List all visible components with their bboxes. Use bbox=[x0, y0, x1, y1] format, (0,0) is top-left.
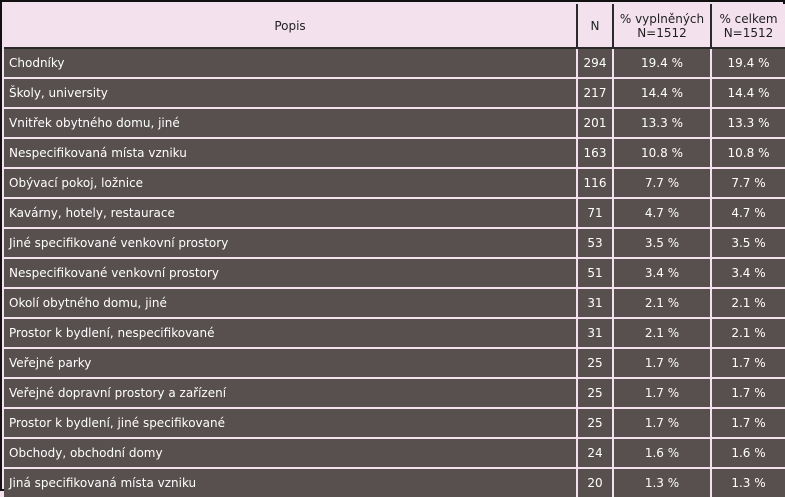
table-row: Veřejné parky 25 1.7 % 1.7 % bbox=[4, 349, 785, 379]
cell-pct-total: 1.3 % bbox=[712, 469, 785, 497]
cell-n: 20 bbox=[578, 469, 614, 497]
cell-n: 25 bbox=[578, 379, 614, 409]
table-row: Nespecifikovaná místa vzniku 163 10.8 % 10.… bbox=[4, 139, 785, 169]
cell-pct-total: 19.4 % bbox=[712, 49, 785, 79]
cell-pct-filled: 1.6 % bbox=[614, 439, 712, 469]
cell-n: 51 bbox=[578, 259, 614, 289]
table-row: Obývací pokoj, ložnice 116 7.7 % 7.7 % bbox=[4, 169, 785, 199]
cell-popis: Jiné specifikované venkovní prostory bbox=[4, 229, 578, 259]
cell-pct-total: 1.7 % bbox=[712, 349, 785, 379]
cell-pct-total: 10.8 % bbox=[712, 139, 785, 169]
cell-pct-filled: 2.1 % bbox=[614, 319, 712, 349]
column-header-popis: Popis bbox=[4, 4, 578, 49]
cell-pct-total: 4.7 % bbox=[712, 199, 785, 229]
cell-n: 25 bbox=[578, 349, 614, 379]
table-row: Nespecifikované venkovní prostory 51 3.4 %… bbox=[4, 259, 785, 289]
cell-pct-total: 2.1 % bbox=[712, 289, 785, 319]
cell-n: 24 bbox=[578, 439, 614, 469]
table-row: Vnitřek obytného domu, jiné 201 13.3 % 13.3… bbox=[4, 109, 785, 139]
cell-pct-filled: 3.4 % bbox=[614, 259, 712, 289]
cell-n: 163 bbox=[578, 139, 614, 169]
table-row: Veřejné dopravní prostory a zařízení 25 1.… bbox=[4, 379, 785, 409]
column-header-pct-filled: % vyplněných N=1512 bbox=[614, 4, 712, 49]
cell-popis: Nespecifikované venkovní prostory bbox=[4, 259, 578, 289]
table-row: Prostor k bydlení, jiné specifikované 25 1… bbox=[4, 409, 785, 439]
cell-popis: Prostor k bydlení, nespecifikované bbox=[4, 319, 578, 349]
cell-pct-filled: 7.7 % bbox=[614, 169, 712, 199]
cell-n: 31 bbox=[578, 319, 614, 349]
cell-n: 25 bbox=[578, 409, 614, 439]
cell-pct-filled: 1.7 % bbox=[614, 379, 712, 409]
cell-pct-total: 3.4 % bbox=[712, 259, 785, 289]
cell-popis: Chodníky bbox=[4, 49, 578, 79]
data-table: Popis N % vyplněných N=1512 % celkem N=1… bbox=[4, 4, 785, 497]
cell-pct-total: 13.3 % bbox=[712, 109, 785, 139]
cell-n: 217 bbox=[578, 79, 614, 109]
cell-popis: Školy, university bbox=[4, 79, 578, 109]
cell-pct-filled: 14.4 % bbox=[614, 79, 712, 109]
column-header-pct-total: % celkem N=1512 bbox=[712, 4, 785, 49]
cell-n: 116 bbox=[578, 169, 614, 199]
cell-popis: Obývací pokoj, ložnice bbox=[4, 169, 578, 199]
cell-pct-filled: 3.5 % bbox=[614, 229, 712, 259]
cell-n: 53 bbox=[578, 229, 614, 259]
cell-pct-filled: 1.7 % bbox=[614, 409, 712, 439]
cell-pct-total: 1.7 % bbox=[712, 379, 785, 409]
cell-pct-filled: 19.4 % bbox=[614, 49, 712, 79]
table-row: Obchody, obchodní domy 24 1.6 % 1.6 % bbox=[4, 439, 785, 469]
column-header-n: N bbox=[578, 4, 614, 49]
cell-pct-total: 1.6 % bbox=[712, 439, 785, 469]
cell-pct-total: 2.1 % bbox=[712, 319, 785, 349]
cell-popis: Vnitřek obytného domu, jiné bbox=[4, 109, 578, 139]
cell-popis: Obchody, obchodní domy bbox=[4, 439, 578, 469]
cell-pct-total: 1.7 % bbox=[712, 409, 785, 439]
cell-popis: Nespecifikovaná místa vzniku bbox=[4, 139, 578, 169]
cell-popis: Prostor k bydlení, jiné specifikované bbox=[4, 409, 578, 439]
cell-pct-filled: 2.1 % bbox=[614, 289, 712, 319]
cell-pct-total: 14.4 % bbox=[712, 79, 785, 109]
cell-popis: Veřejné dopravní prostory a zařízení bbox=[4, 379, 578, 409]
cell-pct-filled: 10.8 % bbox=[614, 139, 712, 169]
cell-popis: Jiná specifikovaná místa vzniku bbox=[4, 469, 578, 497]
table-row: Jiná specifikovaná místa vzniku 20 1.3 % 1.… bbox=[4, 469, 785, 497]
table-row: Školy, university 217 14.4 % 14.4 % bbox=[4, 79, 785, 109]
cell-n: 71 bbox=[578, 199, 614, 229]
cell-n: 31 bbox=[578, 289, 614, 319]
table-row: Chodníky 294 19.4 % 19.4 % bbox=[4, 49, 785, 79]
table-row: Prostor k bydlení, nespecifikované 31 2.1 … bbox=[4, 319, 785, 349]
cell-n: 294 bbox=[578, 49, 614, 79]
cell-pct-filled: 4.7 % bbox=[614, 199, 712, 229]
cell-popis: Veřejné parky bbox=[4, 349, 578, 379]
cell-pct-total: 7.7 % bbox=[712, 169, 785, 199]
table-row: Okolí obytného domu, jiné 31 2.1 % 2.1 % bbox=[4, 289, 785, 319]
cell-pct-filled: 13.3 % bbox=[614, 109, 712, 139]
cell-popis: Kavárny, hotely, restaurace bbox=[4, 199, 578, 229]
cell-pct-total: 3.5 % bbox=[712, 229, 785, 259]
table-row: Kavárny, hotely, restaurace 71 4.7 % 4.7 % bbox=[4, 199, 785, 229]
cell-pct-filled: 1.3 % bbox=[614, 469, 712, 497]
cell-n: 201 bbox=[578, 109, 614, 139]
table-body: Chodníky 294 19.4 % 19.4 % Školy, university… bbox=[4, 49, 785, 497]
table-row: Jiné specifikované venkovní prostory 53 3.… bbox=[4, 229, 785, 259]
cell-pct-filled: 1.7 % bbox=[614, 349, 712, 379]
cell-popis: Okolí obytného domu, jiné bbox=[4, 289, 578, 319]
header-row: Popis N % vyplněných N=1512 % celkem N=1… bbox=[4, 4, 785, 49]
